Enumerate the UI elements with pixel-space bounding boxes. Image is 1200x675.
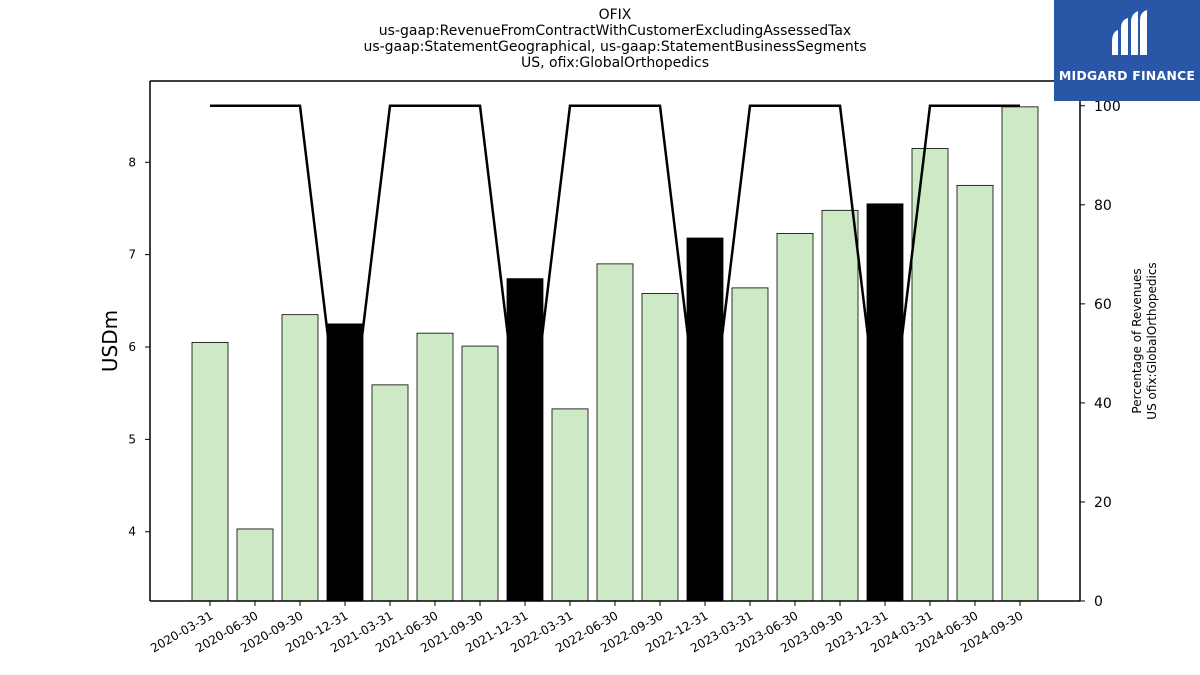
y2-tick-label-40: 40 [1094, 396, 1112, 412]
y2-tick-label-60: 60 [1094, 297, 1112, 313]
bar-2023-12-31 [866, 203, 904, 602]
chart-title-axes: us-gaap:StatementGeographical, us-gaap:S… [363, 39, 867, 55]
chart-title-members: US, ofix:GlobalOrthopedics [520, 55, 710, 71]
percentage-line [210, 104, 1020, 478]
bar-2023-03-31 [731, 287, 769, 602]
logo-text: MIDGARD FINANCE [1058, 68, 1196, 83]
bar-2021-09-30 [461, 345, 499, 602]
bar-2022-03-31 [551, 408, 589, 602]
bar-2022-12-31 [686, 237, 724, 602]
y-axis-label: USDm [98, 310, 122, 372]
y-tick-label-8: 8 [128, 155, 136, 169]
y-tick-label-4: 4 [128, 525, 136, 539]
chart-title-ticker: OFIX [598, 7, 632, 23]
y2-tick-label-80: 80 [1094, 198, 1112, 214]
bar-2024-03-31 [911, 148, 949, 602]
y2-axis-label-line2: US ofix:GlobalOrthopedics [1145, 262, 1159, 419]
bar-2020-03-31 [191, 341, 229, 602]
bar-2023-06-30 [776, 232, 814, 602]
y2-tick-label-20: 20 [1094, 495, 1112, 511]
bar-2024-09-30 [1001, 106, 1039, 602]
y2-tick-label-100: 100 [1094, 99, 1121, 115]
bar-2021-03-31 [371, 384, 409, 602]
bar-2020-09-30 [281, 314, 319, 602]
bar-2021-06-30 [416, 332, 454, 602]
y-tick-label-5: 5 [128, 432, 136, 446]
bar-2021-12-31 [506, 278, 544, 602]
y-tick-label-6: 6 [128, 340, 136, 354]
y-tick-label-7: 7 [128, 248, 136, 262]
midgard-finance-logo: MIDGARD FINANCE [1054, 0, 1200, 101]
chart-title: OFIX us-gaap:RevenueFromContractWithCust… [0, 7, 1200, 71]
bar-2022-09-30 [641, 293, 679, 602]
chart-title-concept: us-gaap:RevenueFromContractWithCustomerE… [378, 23, 852, 39]
y2-tick-label-0: 0 [1094, 594, 1103, 610]
bar-2023-09-30 [821, 209, 859, 602]
y2-axis-label-line1: Percentage of Revenues [1130, 268, 1144, 413]
logo-mark-icon [1112, 10, 1147, 55]
bar-2020-06-30 [236, 528, 274, 602]
bar-2022-06-30 [596, 263, 634, 602]
bar-2024-06-30 [956, 184, 994, 602]
